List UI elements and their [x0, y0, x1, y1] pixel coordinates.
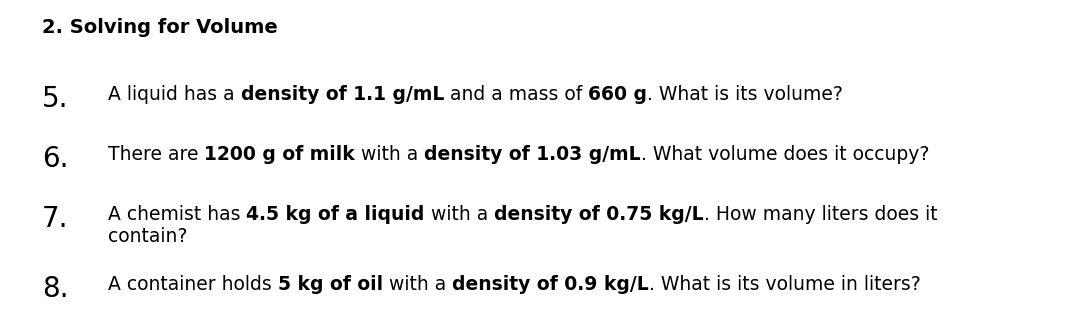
Text: A chemist has: A chemist has — [108, 205, 246, 224]
Text: density of 1.1 g/mL: density of 1.1 g/mL — [241, 85, 445, 104]
Text: density of 0.9 kg/L: density of 0.9 kg/L — [452, 275, 649, 294]
Text: A liquid has a: A liquid has a — [108, 85, 241, 104]
Text: There are: There are — [108, 145, 205, 164]
Text: 660 g: 660 g — [588, 85, 647, 104]
Text: 8.: 8. — [42, 275, 68, 303]
Text: density of 1.03 g/mL: density of 1.03 g/mL — [424, 145, 641, 164]
Text: 7.: 7. — [42, 205, 68, 233]
Text: . What is its volume in liters?: . What is its volume in liters? — [649, 275, 921, 294]
Text: 5 kg of oil: 5 kg of oil — [278, 275, 383, 294]
Text: . How many liters does it: . How many liters does it — [704, 205, 937, 224]
Text: 5.: 5. — [42, 85, 68, 113]
Text: with a: with a — [355, 145, 424, 164]
Text: 6.: 6. — [42, 145, 68, 173]
Text: . What is its volume?: . What is its volume? — [647, 85, 843, 104]
Text: 2. Solving for Volume: 2. Solving for Volume — [42, 18, 278, 37]
Text: A container holds: A container holds — [108, 275, 278, 294]
Text: density of 0.75 kg/L: density of 0.75 kg/L — [495, 205, 704, 224]
Text: and a mass of: and a mass of — [445, 85, 588, 104]
Text: 1200 g of milk: 1200 g of milk — [205, 145, 355, 164]
Text: 4.5 kg of a liquid: 4.5 kg of a liquid — [246, 205, 425, 224]
Text: with a: with a — [425, 205, 495, 224]
Text: contain?: contain? — [108, 227, 188, 246]
Text: . What volume does it occupy?: . What volume does it occupy? — [641, 145, 930, 164]
Text: with a: with a — [383, 275, 452, 294]
